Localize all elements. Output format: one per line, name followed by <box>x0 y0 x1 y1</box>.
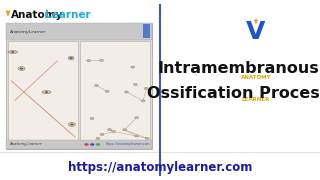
Text: Ossification Process: Ossification Process <box>147 86 320 101</box>
FancyBboxPatch shape <box>6 140 152 149</box>
Text: LEARNER: LEARNER <box>242 96 270 102</box>
Circle shape <box>112 130 116 132</box>
Text: Learner: Learner <box>45 10 91 20</box>
Circle shape <box>20 68 23 69</box>
FancyBboxPatch shape <box>6 23 152 149</box>
Text: https://anatomylearner.com: https://anatomylearner.com <box>68 161 252 174</box>
Circle shape <box>96 143 100 146</box>
Circle shape <box>84 143 89 146</box>
Ellipse shape <box>68 56 74 60</box>
Ellipse shape <box>42 91 51 94</box>
Circle shape <box>45 91 48 93</box>
Text: AnatomyLearner: AnatomyLearner <box>10 30 46 33</box>
Text: https://anatomylearner.com: https://anatomylearner.com <box>106 142 150 147</box>
Circle shape <box>133 83 137 86</box>
Text: Intramembranous: Intramembranous <box>157 61 319 76</box>
Text: Anatomy: Anatomy <box>11 10 64 20</box>
Circle shape <box>94 84 98 87</box>
Circle shape <box>123 129 127 131</box>
Circle shape <box>134 135 138 137</box>
Circle shape <box>70 123 74 125</box>
FancyBboxPatch shape <box>143 24 150 38</box>
Text: ANATOMY: ANATOMY <box>241 75 271 80</box>
Circle shape <box>145 137 149 139</box>
Circle shape <box>11 51 14 53</box>
Text: AnatomyLearner: AnatomyLearner <box>10 142 42 147</box>
Circle shape <box>108 129 111 131</box>
Circle shape <box>96 137 100 139</box>
Circle shape <box>124 91 128 93</box>
Circle shape <box>141 100 145 102</box>
Circle shape <box>90 143 94 146</box>
Circle shape <box>69 57 73 59</box>
Circle shape <box>100 59 104 61</box>
Circle shape <box>105 90 109 93</box>
Circle shape <box>90 117 94 120</box>
Circle shape <box>87 60 91 62</box>
Ellipse shape <box>8 51 18 53</box>
FancyBboxPatch shape <box>80 41 150 141</box>
Text: V: V <box>246 20 266 44</box>
Circle shape <box>135 116 139 119</box>
Ellipse shape <box>68 123 76 126</box>
Circle shape <box>100 133 104 136</box>
Circle shape <box>131 66 135 68</box>
FancyBboxPatch shape <box>6 23 152 40</box>
Ellipse shape <box>18 67 25 70</box>
FancyBboxPatch shape <box>8 41 78 141</box>
Circle shape <box>144 87 148 89</box>
